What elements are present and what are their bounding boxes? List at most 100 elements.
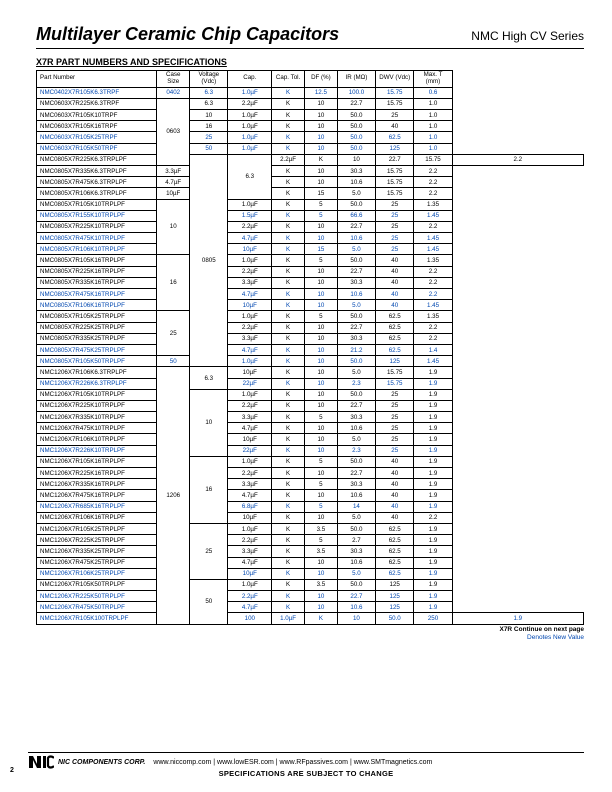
cell: 62.5 [376,333,414,344]
cell: 10 [304,468,337,479]
col-header: IR (MΩ) [337,71,375,88]
cell: 1.0µF [228,579,272,590]
cell: 30.3 [337,546,375,557]
page-number: 2 [10,767,14,774]
cell: 10µF [228,367,272,378]
cell: NMC0805X7R475K10TRPLPF [37,233,157,244]
cell: 5.0 [337,300,375,311]
cell: 66.6 [337,210,375,221]
cell: 0805 [190,154,228,367]
cell: 100 [228,613,272,624]
cell: NMC1206X7R105K50TRPLPF [37,579,157,590]
cell: 50 [157,356,190,367]
cell: 2.2 [414,289,452,300]
cell: K [272,367,305,378]
cell: 40 [376,501,414,512]
cell: 2.2 [452,154,583,165]
cell: 40 [376,300,414,311]
cell: 1206 [157,367,190,624]
cell: 2.2 [414,322,452,333]
cell: K [272,501,305,512]
cell: 2.3 [337,378,375,389]
cell: 15 [304,188,337,199]
cell: 10.6 [337,177,375,188]
cell: 1.35 [414,311,452,322]
cell: 50.0 [337,255,375,266]
cell: 2.2 [414,512,452,523]
cell: 4.7µF [228,490,272,501]
table-row: NMC0805X7R475K6.3TRPLPF4.7µFK1010.615.75… [37,177,584,188]
cell: 50.0 [337,199,375,210]
cell: 1.0 [414,98,452,109]
cell: 40 [376,479,414,490]
cell: 15.75 [376,188,414,199]
table-row: NMC0805X7R106K10TRPLPF10µFK155.0251.45 [37,244,584,255]
cell: 14 [337,501,375,512]
cell: K [272,289,305,300]
cell: NMC1206X7R475K16TRPLPF [37,490,157,501]
cell: 1.9 [414,423,452,434]
table-row: NMC0805X7R475K10TRPLPF4.7µFK1010.6251.45 [37,233,584,244]
table-row: NMC1206X7R475K10TRPLPF4.7µFK1010.6251.9 [37,423,584,434]
cell: 62.5 [376,322,414,333]
cell: 1.35 [414,199,452,210]
cell: 10 [304,367,337,378]
cell: 50.0 [337,121,375,132]
cell: 1.9 [414,468,452,479]
cell: NMC0805X7R106K16TRPLPF [37,300,157,311]
table-row: NMC1206X7R225K10TRPLPF2.2µFK1022.7251.9 [37,400,584,411]
spec-table: Part NumberCase SizeVoltage (Vdc)Cap.Cap… [36,70,584,625]
cell: 62.5 [376,523,414,534]
cell: 1.9 [414,378,452,389]
cell: K [272,378,305,389]
cell: 2.2 [414,266,452,277]
cell: NMC0805X7R225K16TRPLPF [37,266,157,277]
cell: 30.3 [337,165,375,176]
cell: 0402 [157,87,190,98]
page-title: Multilayer Ceramic Chip Capacitors [36,24,339,45]
cell: 1.0µF [228,143,272,154]
cell: 1.9 [414,445,452,456]
cell: 1.0µF [228,311,272,322]
table-row: NMC1206X7R106K16TRPLPF10µFK105.0402.2 [37,512,584,523]
cell: 5 [304,501,337,512]
cell: K [272,568,305,579]
cell: 10µF [228,434,272,445]
cell: 10 [337,613,375,624]
cell: NMC1206X7R225K50TRPLPF [37,591,157,602]
cell: 1.4 [414,344,452,355]
table-row: NMC1206X7R105K100TRPLPF1001.0µFK1050.025… [37,613,584,624]
cell: K [272,143,305,154]
table-row: NMC0805X7R335K6.3TRPLPF3.3µFK1030.315.75… [37,165,584,176]
cell: NMC1206X7R106K6.3TRPLPF [37,367,157,378]
cell: 25 [157,311,190,356]
table-row: NMC1206X7R226K10TRPLPF22µFK102.3251.9 [37,445,584,456]
cell: 1.9 [414,546,452,557]
cell: 10 [304,98,337,109]
continue-text: X7R Continue on next page [36,626,584,633]
cell: 5.0 [337,568,375,579]
cell: NMC1206X7R225K16TRPLPF [37,468,157,479]
cell: 4.7µF [228,602,272,613]
cell: 22.7 [337,98,375,109]
table-row: NMC0805X7R106K6.3TRPLPF10µFK155.015.752.… [37,188,584,199]
cell: 1.9 [414,523,452,534]
table-row: NMC0805X7R475K25TRPLPF4.7µFK1021.262.51.… [37,344,584,355]
table-row: NMC0402X7R105K6.3TRPF04026.31.0µFK12.510… [37,87,584,98]
cell: NMC0805X7R106K6.3TRPLPF [37,188,157,199]
cell: NMC1206X7R226K6.3TRPLPF [37,378,157,389]
table-row: NMC0805X7R225K25TRPLPF2.2µFK1022.762.52.… [37,322,584,333]
table-row: NMC0805X7R105K10TRPLPF101.0µFK550.0251.3… [37,199,584,210]
cell: 25 [376,244,414,255]
cell: NMC0402X7R105K6.3TRPF [37,87,157,98]
table-row: NMC0603X7R105K50TRPF501.0µFK1050.01251.0 [37,143,584,154]
cell: 3.5 [304,546,337,557]
cell: 10 [157,199,190,255]
cell: 25 [190,132,228,143]
cell: K [272,233,305,244]
cell: 30.3 [337,333,375,344]
cell: 1.0µF [228,87,272,98]
cell: K [272,210,305,221]
cell: K [272,356,305,367]
cell: 22.7 [337,468,375,479]
